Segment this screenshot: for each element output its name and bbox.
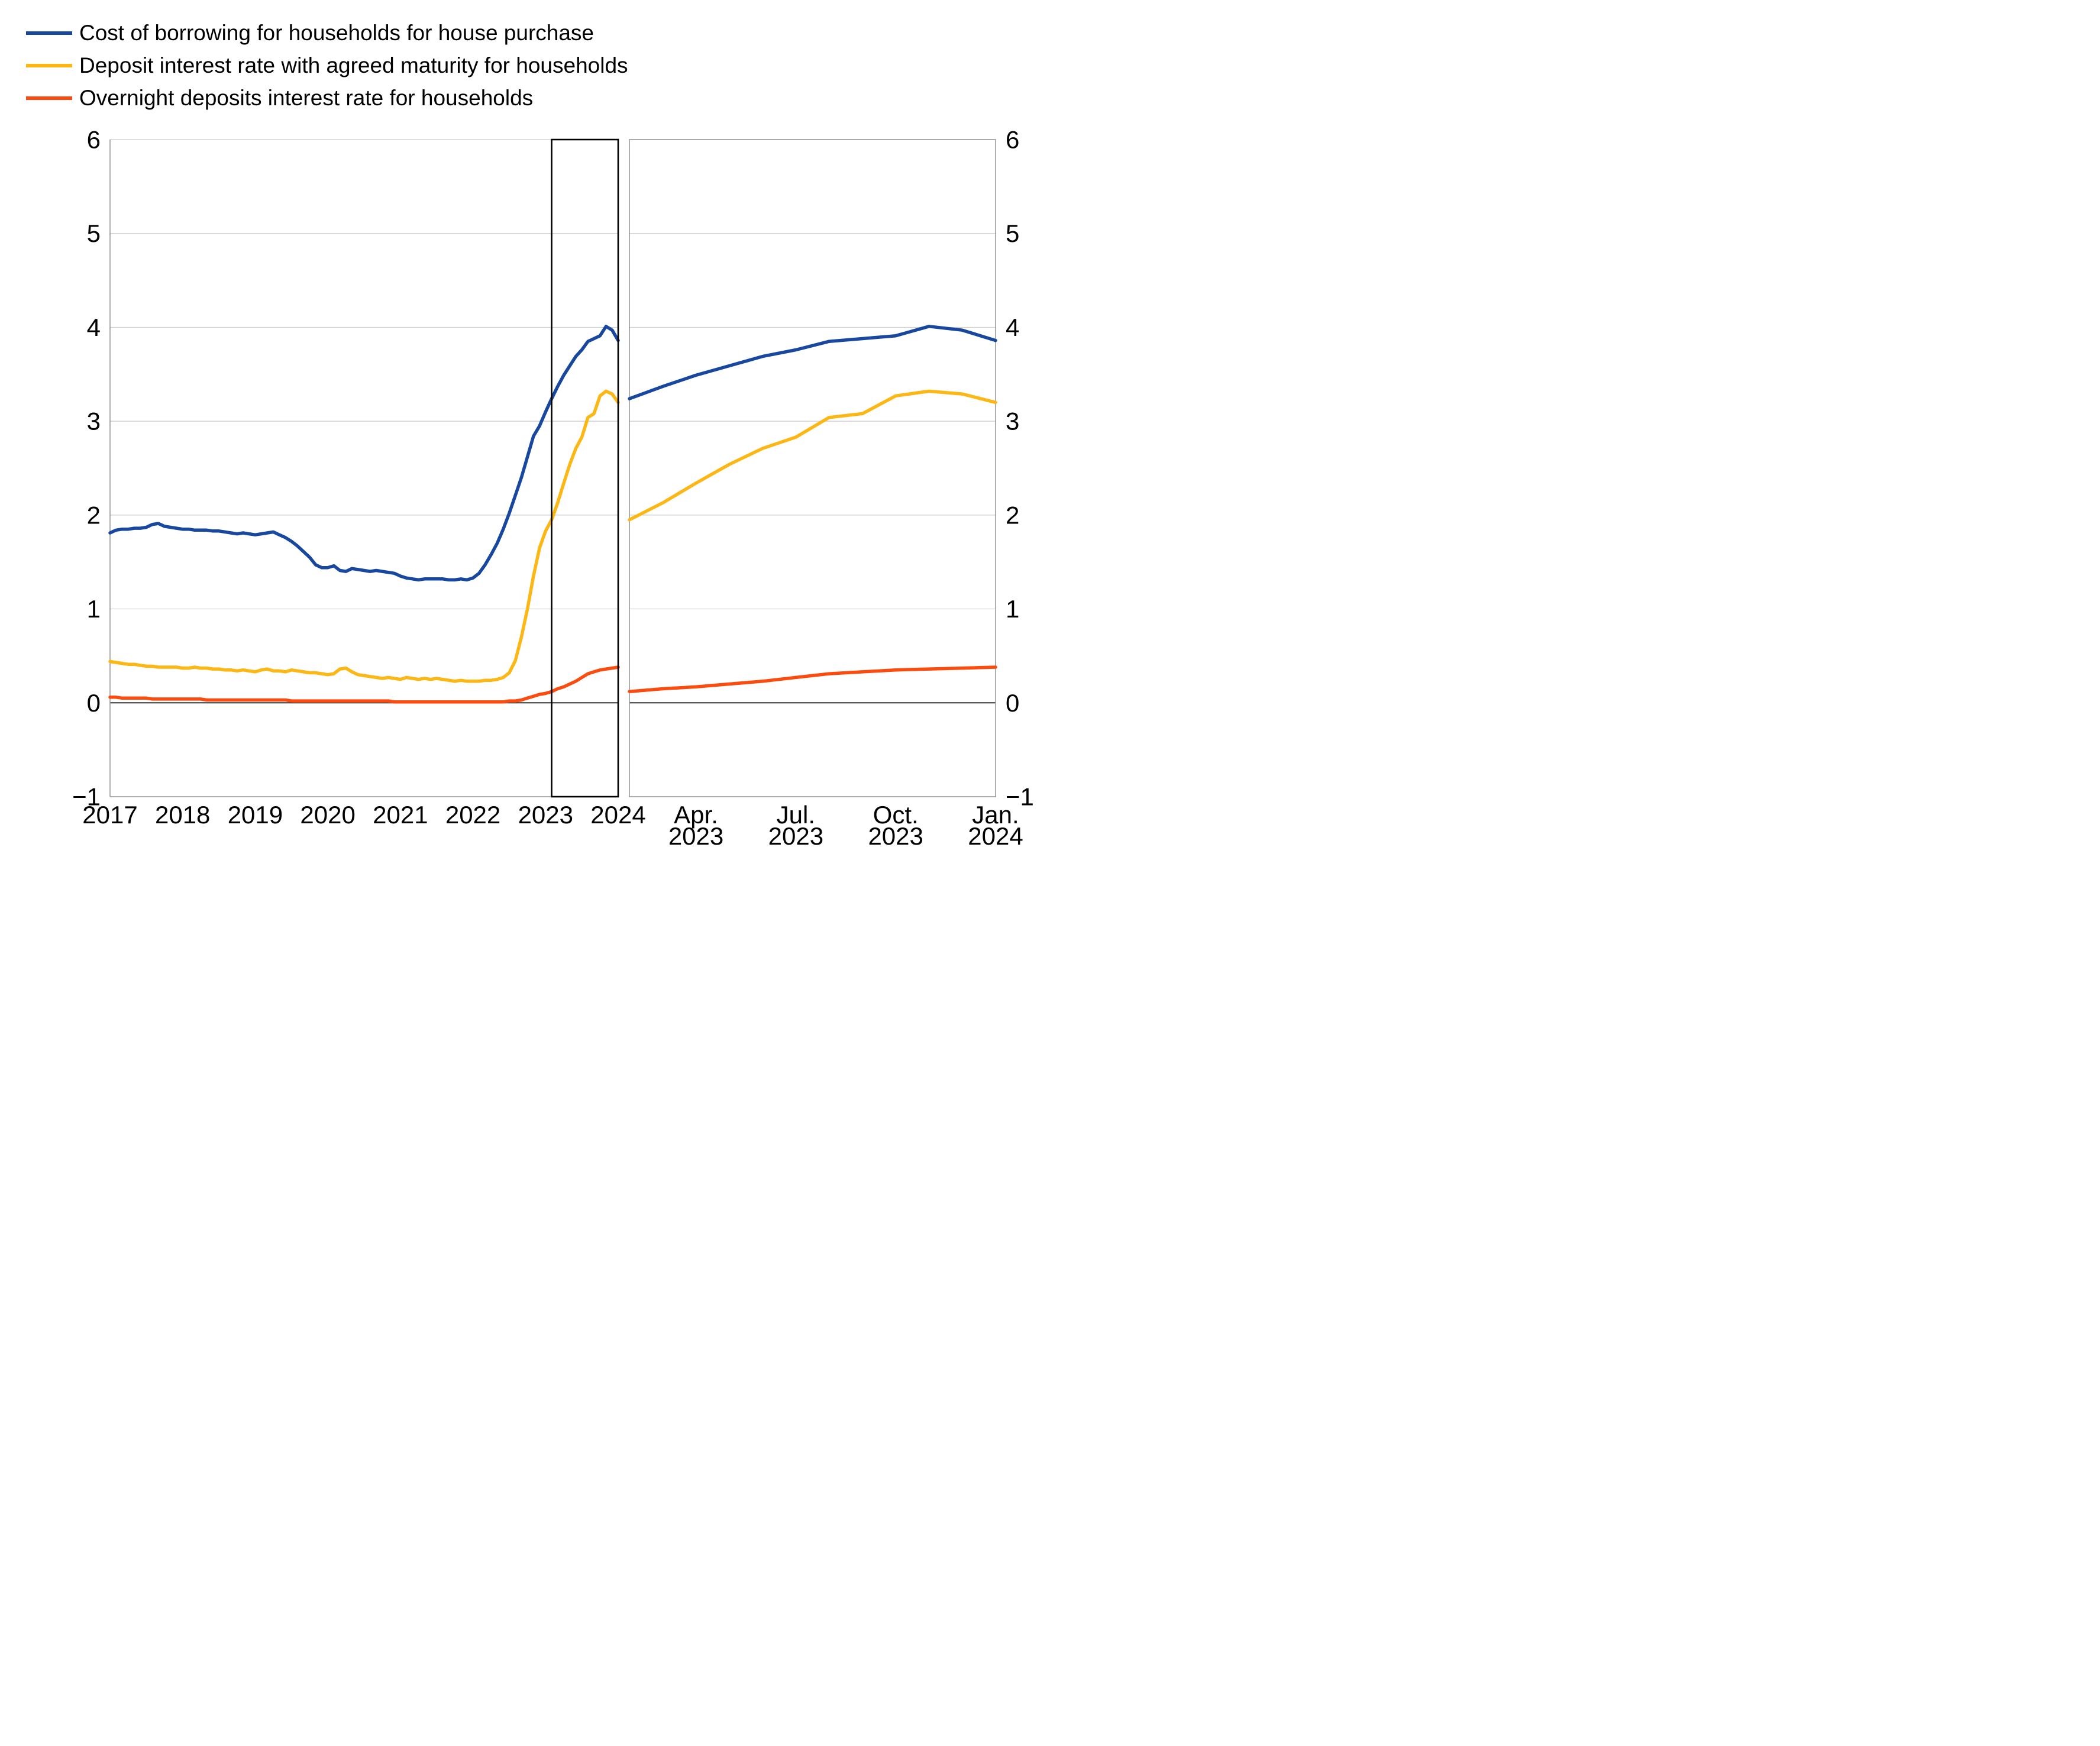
y-axis-label-right: −1: [1006, 783, 1034, 811]
x-axis-label-year: 2023: [518, 801, 573, 829]
legend-label: Deposit interest rate with agreed maturi…: [79, 53, 628, 77]
line-cost-of-borrowing-zoom: [628, 325, 997, 400]
x-axis-label-year: 2020: [300, 801, 355, 829]
interest-rates-chart: 6 6 5 5 4 4 3 3 2 2 1 1 0 0 −1 −1 2017 2018 2019 2020 2021 20…: [0, 0, 1050, 873]
y-axis-label-left: 3: [87, 408, 101, 435]
x-axis-label-year: 2017: [82, 801, 137, 829]
y-axis-label-left: 1: [87, 595, 101, 623]
y-axis-label-left: 0: [87, 689, 101, 717]
x-axis-label-month: Apr.: [674, 801, 718, 829]
legend-item-overnight-deposits: Overnight deposits interest rate for hou…: [26, 82, 628, 114]
line-overnight-deposits-zoom: [628, 665, 997, 693]
x-axis-label-year: 2021: [373, 801, 428, 829]
x-axis-label-month-year: 2023: [668, 822, 723, 850]
y-axis-label-right: 2: [1006, 501, 1019, 529]
legend-swatch-blue-line: [26, 31, 72, 35]
x-axis-label-month: Jul.: [777, 801, 815, 829]
y-axis-label-right: 1: [1006, 595, 1019, 623]
legend-swatch-yellow-line: [26, 63, 72, 67]
legend-item-cost-of-borrowing: Cost of borrowing for households for hou…: [26, 17, 628, 49]
line-cost-of-borrowing-full: [108, 325, 620, 582]
x-axis-label-month-year: 2023: [868, 822, 923, 850]
y-axis-label-left: 4: [87, 313, 101, 341]
x-axis-label-year: 2024: [590, 801, 645, 829]
legend: Cost of borrowing for households for hou…: [26, 17, 628, 114]
y-axis-label-left: −1: [72, 783, 101, 811]
line-deposit-agreed-maturity-full: [108, 389, 620, 683]
x-axis-label-month-year: 2023: [768, 822, 823, 850]
right-panel-frame: [629, 139, 996, 797]
x-axis-label-year: 2019: [228, 801, 283, 829]
legend-swatch-red-line: [26, 96, 72, 100]
x-axis-label-month-year: 2024: [968, 822, 1023, 850]
y-axis-label-right: 3: [1006, 408, 1019, 435]
line-overnight-deposits-full: [108, 665, 620, 704]
line-deposit-agreed-maturity-zoom: [628, 389, 997, 522]
y-axis-label-right: 5: [1006, 219, 1019, 247]
legend-label: Overnight deposits interest rate for hou…: [79, 86, 534, 110]
x-axis-label-month: Jan.: [972, 801, 1019, 829]
y-axis-label-right: 0: [1006, 689, 1019, 717]
y-axis-label-left: 2: [87, 501, 101, 529]
x-axis-label-year: 2018: [155, 801, 210, 829]
y-axis-label-right: 6: [1006, 126, 1019, 154]
highlight-box: [551, 138, 619, 798]
x-axis-label-month: Oct.: [873, 801, 919, 829]
x-axis-label-year: 2022: [445, 801, 500, 829]
y-axis-label-left: 5: [87, 219, 101, 247]
legend-item-deposit-agreed-maturity: Deposit interest rate with agreed maturi…: [26, 49, 628, 82]
y-axis-label-right: 4: [1006, 313, 1019, 341]
y-axis-label-left: 6: [87, 126, 101, 154]
legend-label: Cost of borrowing for households for hou…: [79, 21, 595, 45]
